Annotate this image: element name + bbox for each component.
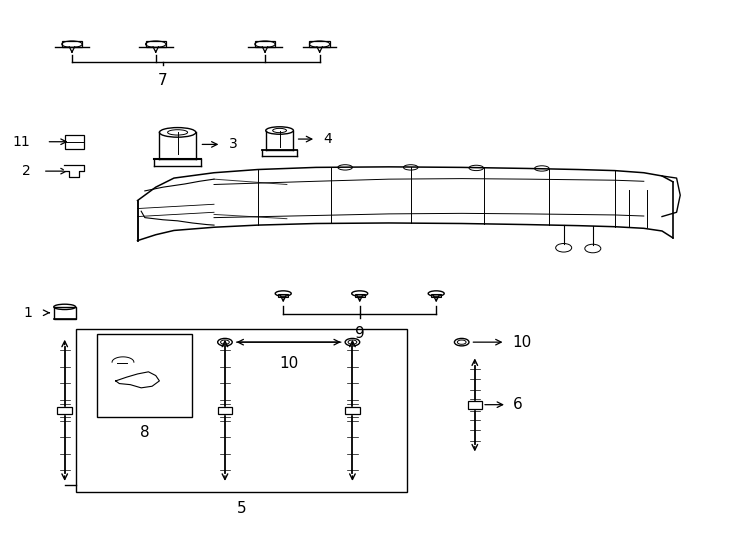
Polygon shape (248, 41, 282, 47)
Text: 2: 2 (22, 164, 30, 178)
Text: 7: 7 (159, 73, 168, 89)
Ellipse shape (55, 43, 89, 51)
Text: 4: 4 (323, 132, 332, 146)
Bar (355, 294, 365, 296)
Text: 9: 9 (355, 326, 365, 341)
Text: 11: 11 (12, 135, 30, 148)
Polygon shape (64, 165, 84, 177)
Text: 6: 6 (512, 397, 523, 412)
Polygon shape (303, 41, 336, 47)
Bar (57, 407, 72, 414)
Bar (345, 407, 360, 414)
Text: 10: 10 (280, 355, 299, 370)
Text: 3: 3 (228, 137, 237, 151)
Bar (218, 407, 232, 414)
Bar (431, 294, 441, 296)
Ellipse shape (303, 43, 336, 51)
Text: 8: 8 (140, 425, 150, 440)
Bar (310, 41, 330, 47)
Text: 10: 10 (512, 335, 532, 350)
Bar (62, 41, 82, 47)
Bar (57, 407, 72, 414)
Bar (54, 307, 76, 319)
Bar (468, 401, 482, 409)
Bar (218, 407, 232, 414)
Bar (278, 294, 288, 296)
Bar (255, 41, 275, 47)
Bar (345, 407, 360, 414)
Bar (76, 329, 407, 492)
Ellipse shape (248, 43, 282, 51)
Polygon shape (139, 41, 172, 47)
Bar (145, 41, 166, 47)
Bar (98, 334, 192, 417)
Ellipse shape (139, 43, 172, 51)
Text: 1: 1 (23, 306, 32, 320)
Bar (468, 401, 482, 409)
Text: 5: 5 (237, 501, 247, 516)
Bar (65, 135, 84, 148)
Polygon shape (55, 41, 89, 47)
